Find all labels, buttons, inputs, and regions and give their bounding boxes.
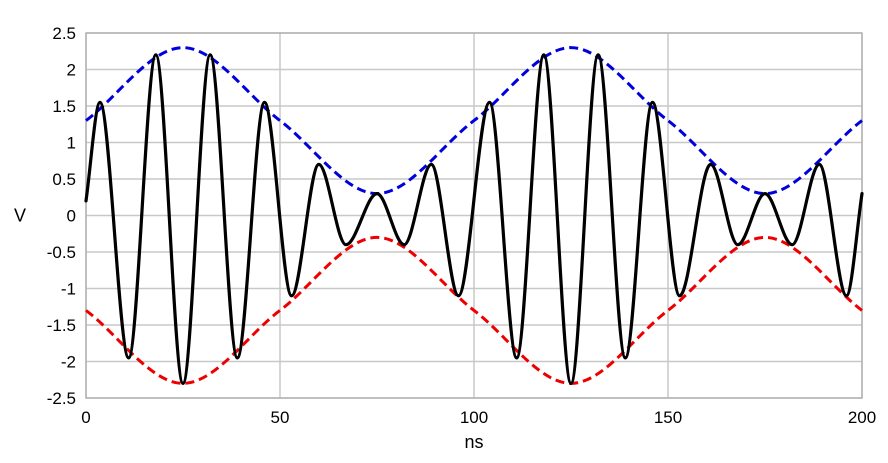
y-tick-label: -1.5 [47,316,76,335]
x-axis-label: ns [464,432,483,452]
plot-area-frame [85,32,863,399]
x-tick-label: 100 [460,408,488,427]
x-tick-label: 0 [81,408,90,427]
x-tick-label: 50 [271,408,290,427]
y-tick-label: 2 [67,61,76,80]
y-tick-label: 2.5 [52,24,76,43]
y-tick-label: -2.5 [47,389,76,408]
y-tick-label: -0.5 [47,243,76,262]
series-layer [84,46,864,385]
y-tick-labels: 2.5 2 1.5 1 0.5 0 -0.5 -1 -1.5 -2 -2.5 [47,24,76,408]
signal-line [84,53,864,385]
y-tick-label: 0.5 [52,170,76,189]
y-axis-label: V [14,206,26,226]
x-tick-label: 150 [654,408,682,427]
lower-envelope-line [85,235,863,385]
x-tick-labels: 0 50 100 150 200 [81,408,876,427]
y-tick-label: 0 [67,207,76,226]
y-tick-label: 1.5 [52,97,76,116]
x-tick-label: 200 [848,408,876,427]
y-tick-label: -2 [61,353,76,372]
y-tick-label: -1 [61,280,76,299]
gridlines [85,32,863,399]
y-tick-label: 1 [67,134,76,153]
